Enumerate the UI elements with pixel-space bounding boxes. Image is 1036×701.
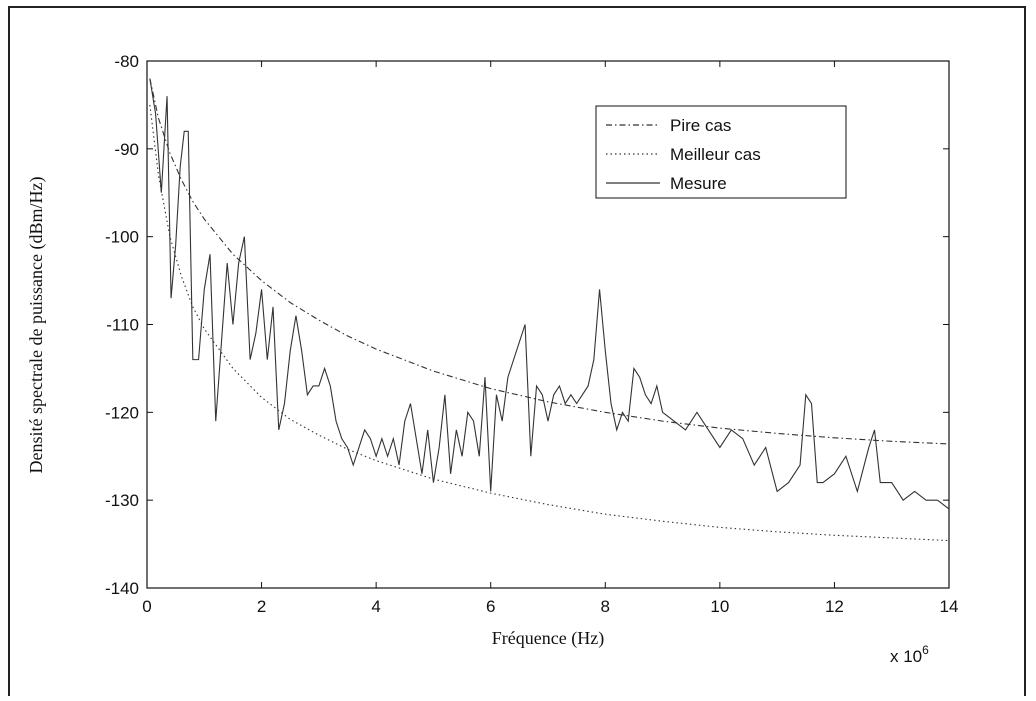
x-multiplier: x 106: [890, 643, 929, 666]
y-tick-label: -100: [105, 228, 139, 247]
legend-label-meilleur: Meilleur cas: [670, 145, 761, 164]
x-tick-label: 4: [371, 597, 380, 616]
series-meilleur-cas-line: [149, 104, 950, 542]
x-tick-label: 12: [825, 597, 844, 616]
x-axis-title: Fréquence (Hz): [492, 628, 604, 649]
x-tick-label: 6: [486, 597, 495, 616]
y-tick-label: -110: [106, 316, 139, 335]
axis-ticks: 0 2 4 6 8 10 12 14 -80 -90 -100 -110 -120 -130 -140: [105, 52, 958, 616]
figure-frame: [8, 6, 1026, 696]
y-tick-label: -130: [105, 491, 139, 510]
x-tick-label: 0: [142, 597, 151, 616]
series-layer: [149, 78, 950, 542]
y-axis-title: Densité spectrale de puissance (dBm/Hz): [26, 177, 47, 474]
y-tick-label: -120: [105, 403, 139, 422]
legend: Pire cas Meilleur cas Mesure: [595, 105, 847, 199]
x-tick-label: 14: [940, 597, 959, 616]
y-tick-label: -90: [114, 140, 139, 159]
series-mesure-line: [149, 78, 950, 510]
series-pire-cas-line: [149, 78, 950, 445]
x-tick-label: 8: [601, 597, 610, 616]
y-tick-label: -140: [105, 579, 139, 598]
y-tick-label: -80: [114, 52, 139, 71]
x-tick-label: 2: [257, 597, 266, 616]
x-tick-label: 10: [710, 597, 729, 616]
legend-label-pire: Pire cas: [670, 116, 731, 135]
legend-label-mesure: Mesure: [670, 174, 727, 193]
